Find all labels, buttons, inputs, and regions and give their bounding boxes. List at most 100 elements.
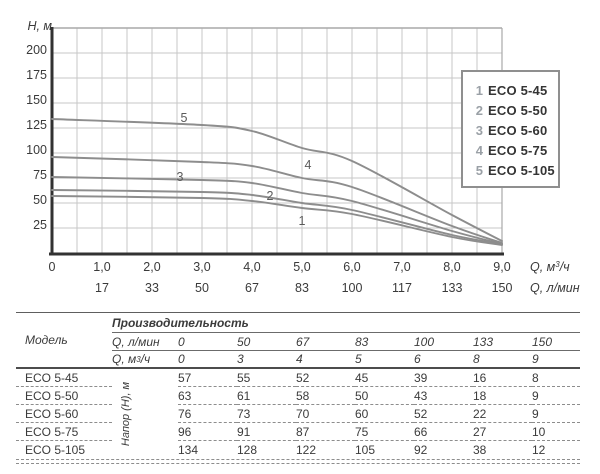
legend-item: 5 ECO 5-105 <box>474 160 558 180</box>
legend-item: 1 ECO 5-45 <box>474 80 558 100</box>
x-tick-label-m3h: 1,0 <box>93 260 110 274</box>
legend-item-number: 3 <box>475 122 483 138</box>
head-value: 10 <box>532 423 580 441</box>
x-tick-label-lmin: 67 <box>245 281 259 295</box>
x-tick-label-lmin: 33 <box>145 281 159 295</box>
x-tick-label-m3h: 5,0 <box>293 260 310 274</box>
column-group-header-capacity: Производительность <box>112 313 580 333</box>
head-value: 27 <box>473 423 532 441</box>
x-tick-label-lmin: 100 <box>342 281 363 295</box>
head-value: 50 <box>355 387 414 405</box>
x-axis-unit-m3h: Q, м3/ч <box>530 260 570 275</box>
model-name: ECO 5-45 <box>16 369 112 387</box>
head-value: 38 <box>473 443 487 457</box>
x-axis-unit-lmin: Q, л/мин <box>530 281 580 295</box>
x-tick-label-lmin: 83 <box>295 281 309 295</box>
head-value: 9 <box>532 387 580 405</box>
head-value: 61 <box>237 387 296 405</box>
head-value: 63 <box>178 387 237 405</box>
head-value: 91 <box>237 423 296 441</box>
x-tick-label-m3h: 6,0 <box>343 260 360 274</box>
model-name: ECO 5-60 <box>16 405 112 423</box>
unit-row-value: 6 <box>414 351 473 369</box>
head-value: 60 <box>355 405 414 423</box>
x-tick-label-m3h: 2,0 <box>143 260 160 274</box>
legend-item: 4 ECO 5-75 <box>474 140 558 160</box>
head-value: 76 <box>178 405 237 423</box>
legend-item-label: ECO 5-75 <box>488 142 548 158</box>
x-tick-label-m3h: 8,0 <box>443 260 460 274</box>
y-tick-label: 175 <box>26 68 47 82</box>
unit-row-value: 8 <box>473 351 532 369</box>
head-value: 8 <box>532 369 580 387</box>
unit-row-value: 150 <box>532 333 580 351</box>
x-tick-label-lmin: 150 <box>492 281 513 295</box>
legend-item-label: ECO 5-45 <box>488 82 548 98</box>
x-tick-label-lmin: 17 <box>95 281 109 295</box>
head-value: 66 <box>414 423 473 441</box>
head-value: 52 <box>296 369 355 387</box>
curve-number-label: 3 <box>177 170 184 184</box>
column-header-model: Модель <box>16 313 112 369</box>
x-tick-label-lmin: 50 <box>195 281 209 295</box>
y-tick-label: 150 <box>26 93 47 107</box>
y-axis-title: Н, м <box>27 19 52 33</box>
unit-row-label: Q, м 3/ч <box>112 351 178 369</box>
head-value: 18 <box>473 387 532 405</box>
head-value: 75 <box>355 423 414 441</box>
curve-eco-5-75 <box>51 156 503 244</box>
y-tick-label: 200 <box>26 43 47 57</box>
unit-row-label: Q, л/мин <box>112 333 178 351</box>
head-value: 105 <box>355 443 376 457</box>
unit-row-value: 9 <box>532 351 580 369</box>
head-value: 9 <box>532 405 580 423</box>
y-tick-label: 50 <box>33 193 47 207</box>
x-tick-label-m3h: 4,0 <box>243 260 260 274</box>
y-tick-label: 25 <box>33 218 47 232</box>
head-value: 122 <box>296 443 317 457</box>
curve-eco-5-60 <box>51 176 503 245</box>
table-bottom-rule <box>16 459 580 464</box>
head-axis-label-cell: Напор (H), м <box>112 369 178 459</box>
unit-row-value: 3 <box>237 351 296 369</box>
head-value: 52 <box>414 405 473 423</box>
curve-number-label: 1 <box>299 214 306 228</box>
y-tick-label: 75 <box>33 168 47 182</box>
curve-eco-5-105 <box>51 118 503 242</box>
x-tick-label-lmin: 117 <box>392 281 412 295</box>
y-tick-label: 125 <box>26 118 47 132</box>
performance-table-grid: Модель Производительность Q, л/мин 0 50 67 83 1… <box>16 312 580 459</box>
x-tick-label-m3h: 7,0 <box>393 260 410 274</box>
head-axis-label: Напор (H), м <box>120 381 132 447</box>
model-name: ECO 5-50 <box>16 387 112 405</box>
legend-item-number: 4 <box>475 142 483 158</box>
curve-number-label: 4 <box>305 158 312 172</box>
legend-item: 2 ECO 5-50 <box>474 100 558 120</box>
unit-row-value: 50 <box>237 333 296 351</box>
curve-eco-5-45 <box>51 195 503 246</box>
curve-number-label: 5 <box>181 111 188 125</box>
head-value: 70 <box>296 405 355 423</box>
head-value: 96 <box>178 423 237 441</box>
unit-row-value: 83 <box>355 333 414 351</box>
legend-item-label: ECO 5-60 <box>488 122 548 138</box>
head-value: 92 <box>414 443 428 457</box>
head-value: 57 <box>178 369 237 387</box>
head-value: 58 <box>296 387 355 405</box>
legend-item-number: 1 <box>475 82 483 98</box>
head-value: 16 <box>473 369 532 387</box>
x-tick-label-m3h: 9,0 <box>493 260 510 274</box>
chart-legend: 1 ECO 5-45 2 ECO 5-50 3 ECO 5-60 4 ECO 5-75 5 ECO… <box>461 70 560 188</box>
model-name: ECO 5-75 <box>16 423 112 441</box>
unit-row-value: 0 <box>178 351 237 369</box>
head-value: 45 <box>355 369 414 387</box>
x-tick-label-m3h: 3,0 <box>193 260 210 274</box>
x-tick-label-lmin: 133 <box>442 281 463 295</box>
unit-row-value: 5 <box>355 351 414 369</box>
head-value: 134 <box>178 443 199 457</box>
unit-row-value: 4 <box>296 351 355 369</box>
unit-row-value: 0 <box>178 333 237 351</box>
legend-item-label: ECO 5-105 <box>488 162 555 178</box>
